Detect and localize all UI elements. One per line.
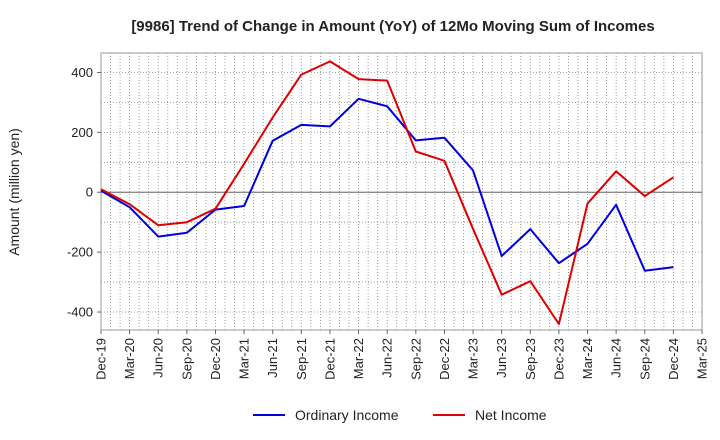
grid xyxy=(100,53,703,330)
plot-frame xyxy=(100,52,703,331)
x-tick-label: Mar-22 xyxy=(351,338,366,379)
x-tick-label: Sep-24 xyxy=(637,338,652,380)
legend-label-ordinary-income: Ordinary Income xyxy=(295,407,399,423)
y-tick-label: 400 xyxy=(71,65,93,80)
x-tick-label: Sep-20 xyxy=(179,338,194,380)
x-axis-ticks: Dec-19 Mar-20 Jun-20 Sep-20 Dec-20 Mar-21 Jun-… xyxy=(94,330,710,380)
x-tick-label: Mar-20 xyxy=(122,338,137,379)
x-tick-label: Dec-22 xyxy=(437,338,452,380)
x-tick-label: Mar-25 xyxy=(695,338,710,379)
x-tick-label: Dec-21 xyxy=(322,338,337,380)
legend-label-net-income: Net Income xyxy=(475,407,547,423)
x-tick-label: Jun-20 xyxy=(151,338,166,378)
x-tick-label: Jun-23 xyxy=(494,338,509,378)
legend: Ordinary Income Net Income xyxy=(253,407,547,423)
x-tick-label: Sep-23 xyxy=(523,338,538,380)
x-tick-label: Dec-20 xyxy=(208,338,223,380)
x-tick-label: Mar-21 xyxy=(237,338,252,379)
x-tick-label: Sep-21 xyxy=(294,338,309,380)
y-axis-label: Amount (million yen) xyxy=(6,128,22,256)
series-line-ordinary-income xyxy=(100,97,674,272)
y-tick-label: -400 xyxy=(67,305,93,320)
x-tick-label: Dec-23 xyxy=(551,338,566,380)
x-tick-label: Jun-21 xyxy=(265,338,280,378)
x-tick-label: Sep-22 xyxy=(408,338,423,380)
x-tick-label: Mar-23 xyxy=(466,338,481,379)
y-axis-ticks: -400 -200 0 200 400 xyxy=(67,65,101,320)
y-tick-label: 0 xyxy=(86,185,93,200)
x-tick-label: Dec-24 xyxy=(666,338,681,380)
y-tick-label: -200 xyxy=(67,245,93,260)
y-tick-label: 200 xyxy=(71,125,93,140)
x-tick-label: Dec-19 xyxy=(94,338,109,380)
x-tick-label: Mar-24 xyxy=(580,338,595,379)
x-tick-label: Jun-22 xyxy=(380,338,395,378)
series-lines xyxy=(100,60,674,325)
series-line-net-income xyxy=(100,60,674,325)
x-tick-label: Jun-24 xyxy=(609,338,624,378)
chart-title: [9986] Trend of Change in Amount (YoY) o… xyxy=(131,18,654,35)
